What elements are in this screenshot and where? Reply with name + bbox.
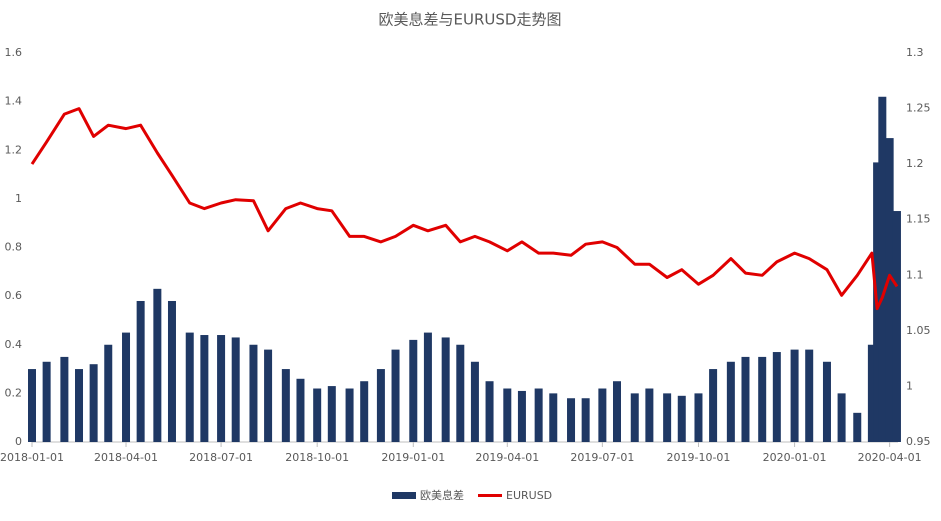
y-tick-label: 0 xyxy=(15,435,22,448)
legend-label: EURUSD xyxy=(506,489,552,502)
y-tick-label: 1 xyxy=(15,192,22,205)
bar xyxy=(726,361,735,442)
bar xyxy=(217,335,226,442)
bar xyxy=(89,364,98,442)
bar xyxy=(741,356,750,442)
bar xyxy=(60,356,69,442)
bar xyxy=(28,369,36,442)
bar xyxy=(503,388,512,442)
y2-tick-label: 1.15 xyxy=(906,213,931,226)
bar xyxy=(663,393,672,442)
y2-tick-label: 1.25 xyxy=(906,102,931,115)
bar xyxy=(772,352,781,442)
y-tick-label: 0.2 xyxy=(5,386,23,399)
bar xyxy=(75,369,84,442)
bar xyxy=(758,356,767,442)
x-tick-label: 2018-04-01 xyxy=(94,451,158,464)
bar xyxy=(885,138,894,442)
bar xyxy=(878,96,887,442)
bar xyxy=(200,335,209,442)
bar xyxy=(264,349,273,442)
legend-swatch xyxy=(392,492,416,499)
y-tick-label: 1.2 xyxy=(5,143,23,156)
bar xyxy=(805,349,814,442)
bar xyxy=(709,369,718,442)
bar xyxy=(153,288,162,442)
chart-title: 欧美息差与EURUSD走势图 xyxy=(379,11,562,29)
bar xyxy=(122,332,131,442)
bar xyxy=(409,339,418,442)
bar xyxy=(104,344,113,442)
bar xyxy=(136,300,145,442)
bar xyxy=(485,381,494,442)
bar xyxy=(892,211,901,442)
y2-tick-label: 1.3 xyxy=(906,46,924,59)
x-tick-label: 2020-04-01 xyxy=(858,451,922,464)
bar xyxy=(423,332,432,442)
bar xyxy=(517,390,526,442)
bar xyxy=(391,349,400,442)
bar xyxy=(790,349,799,442)
x-tick-label: 2018-07-01 xyxy=(189,451,253,464)
bar xyxy=(281,369,290,442)
y2-tick-label: 1.1 xyxy=(906,268,924,281)
y2-tick-label: 1.05 xyxy=(906,324,931,337)
bar xyxy=(645,388,654,442)
bar xyxy=(441,337,450,442)
bar xyxy=(456,344,465,442)
x-tick-label: 2018-10-01 xyxy=(285,451,349,464)
y-tick-label: 0.6 xyxy=(5,289,23,302)
y2-tick-label: 1.2 xyxy=(906,157,924,170)
legend-label: 欧美息差 xyxy=(420,488,464,502)
bar xyxy=(822,361,831,442)
bar xyxy=(231,337,240,442)
y-tick-label: 0.4 xyxy=(5,338,23,351)
bar xyxy=(581,398,590,442)
x-tick-label: 2019-01-01 xyxy=(381,451,445,464)
x-tick-label: 2019-04-01 xyxy=(475,451,539,464)
bar xyxy=(360,381,369,442)
bar xyxy=(345,388,354,442)
y-tick-label: 1.6 xyxy=(5,46,23,59)
y-tick-label: 1.4 xyxy=(5,95,23,108)
bar xyxy=(167,300,176,442)
bar xyxy=(327,386,336,442)
bar xyxy=(837,393,846,442)
bar xyxy=(567,398,576,442)
bar xyxy=(549,393,558,442)
bar xyxy=(630,393,639,442)
bar xyxy=(296,378,305,442)
bar xyxy=(376,369,385,442)
bar xyxy=(612,381,621,442)
bar xyxy=(677,395,686,442)
bar xyxy=(42,361,51,442)
x-tick-label: 2019-07-01 xyxy=(570,451,634,464)
bar xyxy=(185,332,194,442)
bar xyxy=(470,361,479,442)
y2-tick-label: 0.95 xyxy=(906,435,931,448)
bar xyxy=(598,388,607,442)
x-tick-label: 2018-01-01 xyxy=(0,451,64,464)
x-tick-label: 2019-10-01 xyxy=(667,451,731,464)
bar xyxy=(694,393,703,442)
line xyxy=(30,107,899,311)
bar xyxy=(853,412,862,442)
y2-tick-label: 1 xyxy=(906,379,913,392)
bar xyxy=(313,388,322,442)
x-tick-label: 2020-01-01 xyxy=(763,451,827,464)
bar xyxy=(867,344,876,442)
y-tick-label: 0.8 xyxy=(5,241,23,254)
bar xyxy=(534,388,543,442)
bar xyxy=(249,344,258,442)
